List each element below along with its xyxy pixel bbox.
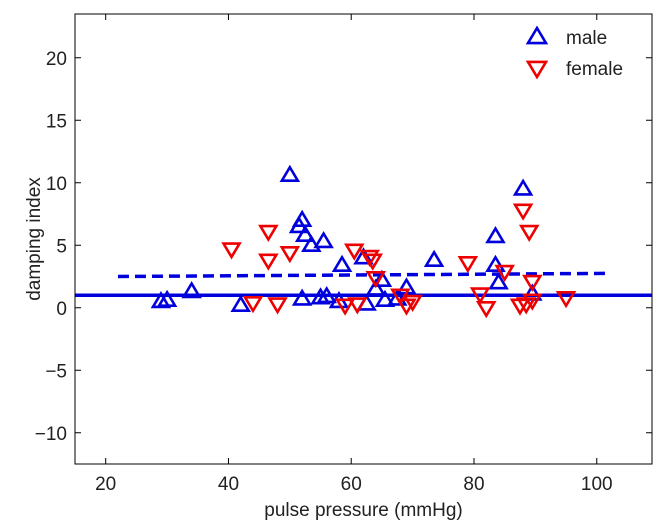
y-tick-label: 5 [56,236,67,257]
male-point [423,249,445,267]
x-tick-label: 100 [581,474,613,495]
dashed-fit-line [117,271,610,279]
female-point [267,297,288,315]
male-point [230,294,252,312]
legend-label-male: male [566,28,607,49]
female-point [494,264,515,283]
female-point [221,242,242,260]
female-point [279,246,301,264]
male-point [301,234,322,252]
male-point [365,278,387,296]
male-point [485,254,506,272]
legend: male female [525,25,623,80]
y-tick-label: −5 [45,361,67,382]
female-point [258,224,279,243]
female-point [555,291,577,309]
male-point [181,280,202,299]
female-point [457,256,479,274]
male-point [386,288,408,306]
male-point [291,209,313,227]
plot-frame [74,13,653,465]
y-tick-label: 0 [56,299,67,320]
female-point [362,253,383,271]
female-point [242,296,264,314]
female-point [518,224,540,243]
y-tick-label: 15 [46,111,67,132]
y-axis-label: damping index [24,177,45,301]
male-point [374,289,396,307]
female-point [475,301,497,319]
y-tick-label: 10 [46,174,67,195]
male-point [488,272,509,290]
male-point [331,254,353,272]
female-point [469,287,491,305]
y-tick-label: −10 [35,424,67,445]
female-point [512,203,534,221]
x-tick-label: 40 [218,474,239,495]
x-tick-label: 20 [95,474,116,495]
male-point [294,224,316,242]
male-point [512,178,534,196]
x-axis-label: pulse pressure (mmHg) [264,500,463,521]
y-axis: −10 −5 0 5 10 15 20 [35,49,652,445]
male-point [313,230,334,249]
x-tick-label: 80 [463,474,484,495]
plot-content [75,164,652,319]
y-tick-label: 20 [46,49,67,70]
male-point [279,164,301,182]
x-tick-label: 60 [341,474,362,495]
male-point [485,225,506,244]
female-point [522,293,543,311]
female-point [365,271,387,289]
male-point [316,285,337,304]
male-point [291,288,313,306]
male-point [156,289,178,307]
female-point [334,298,356,316]
male-legend-marker [525,25,549,45]
female-legend-marker [525,60,549,80]
female-point [522,274,543,293]
female-point [347,297,368,315]
female-point [344,243,365,261]
legend-label-female: female [566,59,623,80]
male-point [353,247,374,265]
female-point [258,253,279,271]
male-point [371,269,393,287]
x-axis: 20 40 60 80 100 [95,14,613,495]
female-point [402,294,423,313]
